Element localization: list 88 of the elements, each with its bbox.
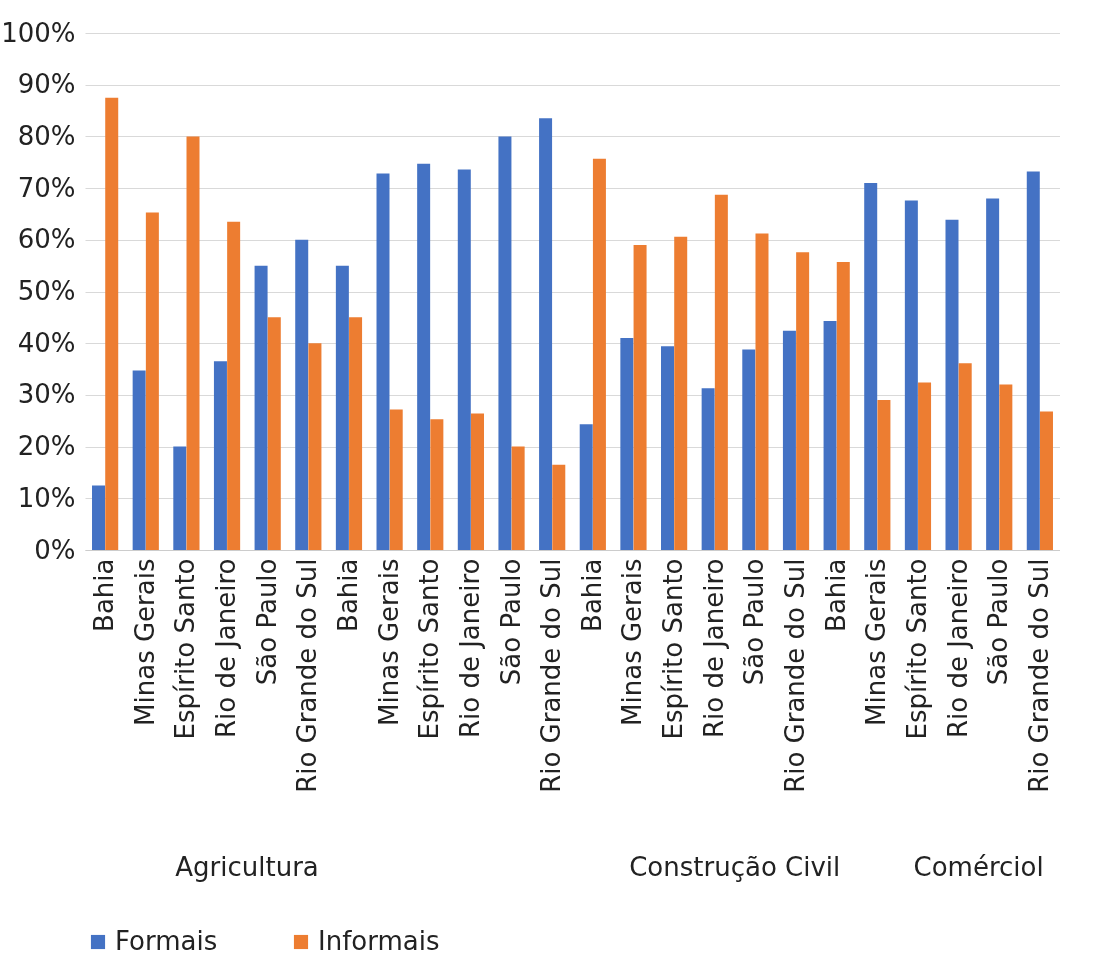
y-tick-label: 90% [17,69,76,100]
bar [471,413,484,550]
y-tick-label: 100% [1,17,76,48]
x-tick-label: Rio Grande do Sul [536,558,567,793]
bar [511,446,525,550]
bar [267,317,281,550]
x-tick-label: Minas Gerais [129,558,160,726]
bar [308,343,322,550]
bar [958,363,972,550]
bar [999,384,1013,550]
x-tick-label: Espírito Santo [901,558,932,740]
x-tick-label: Bahia [89,558,120,632]
x-tick-label: São Paulo [495,558,526,686]
bar [105,97,119,550]
bar [552,464,566,550]
bar [376,173,390,550]
bar [592,158,606,550]
bar [430,419,444,550]
bar [145,212,159,550]
x-tick-label: Bahia [576,558,607,632]
bar [742,349,756,550]
x-tick-label: Rio de Janeiro [211,558,242,739]
legend-label: Informais [318,926,440,956]
bar [1026,171,1040,550]
bar [918,382,932,550]
x-tick-label: Rio Grande do Sul [1023,558,1054,793]
bar [498,136,512,550]
bar [539,118,553,550]
bar [417,163,431,550]
bar [823,320,837,550]
y-tick-label: 0% [34,534,76,565]
x-tick-label: Minas Gerais [373,558,404,726]
bar [945,219,959,550]
bar [173,446,187,550]
x-tick-label: Bahia [332,558,363,632]
text: Comérciol [913,852,1044,882]
x-tick-label: Rio Grande do Sul [292,558,323,793]
y-tick-label: 30% [17,379,76,410]
x-tick-label: Espírito Santo [170,558,201,740]
bar [904,200,918,550]
y-tick-label: 40% [17,327,76,358]
bar [620,338,634,550]
bar [227,221,241,550]
x-tick-label: São Paulo [739,558,770,686]
bar [714,194,728,550]
bar [877,400,891,550]
y-tick-label: 20% [17,431,76,462]
bar [701,388,715,550]
bar [755,233,769,550]
bar [349,317,363,550]
bar [213,361,227,550]
bar [1039,411,1053,550]
bar [782,330,796,550]
bar [254,265,268,550]
y-tick-label: 50% [17,276,76,306]
x-tick-label: Minas Gerais [617,558,648,726]
bar [633,244,647,550]
bar [836,262,850,550]
y-tick-label: 10% [17,482,76,513]
bar [674,236,688,550]
bar [796,252,810,550]
y-tick-label: 60% [17,224,76,255]
x-tick-label: São Paulo [983,558,1014,686]
bar [295,239,309,550]
x-tick-label: Rio de Janeiro [698,558,729,739]
bar [132,370,146,550]
x-tick-label: São Paulo [251,558,282,686]
x-tick-label: Rio de Janeiro [454,558,485,739]
y-tick-label: 80% [17,120,76,151]
bar [986,198,1000,550]
bar [864,182,878,550]
legend-label: Formais [115,926,218,956]
x-tick-label: Rio de Janeiro [942,558,973,739]
text: Agricultura [175,852,319,882]
text: Construção Civil [629,852,841,882]
bar [186,136,200,550]
bar [92,485,106,550]
x-tick-label: Espírito Santo [414,558,445,740]
bar [457,169,471,550]
y-tick-label: 70% [17,172,76,203]
x-tick-label: Rio Grande do Sul [780,558,811,793]
bar [579,424,593,550]
bar [661,346,674,550]
bar [389,409,403,550]
x-tick-label: Minas Gerais [861,558,892,726]
bar [335,265,349,550]
x-tick-label: Espírito Santo [658,558,689,740]
x-tick-label: Bahia [820,558,851,632]
